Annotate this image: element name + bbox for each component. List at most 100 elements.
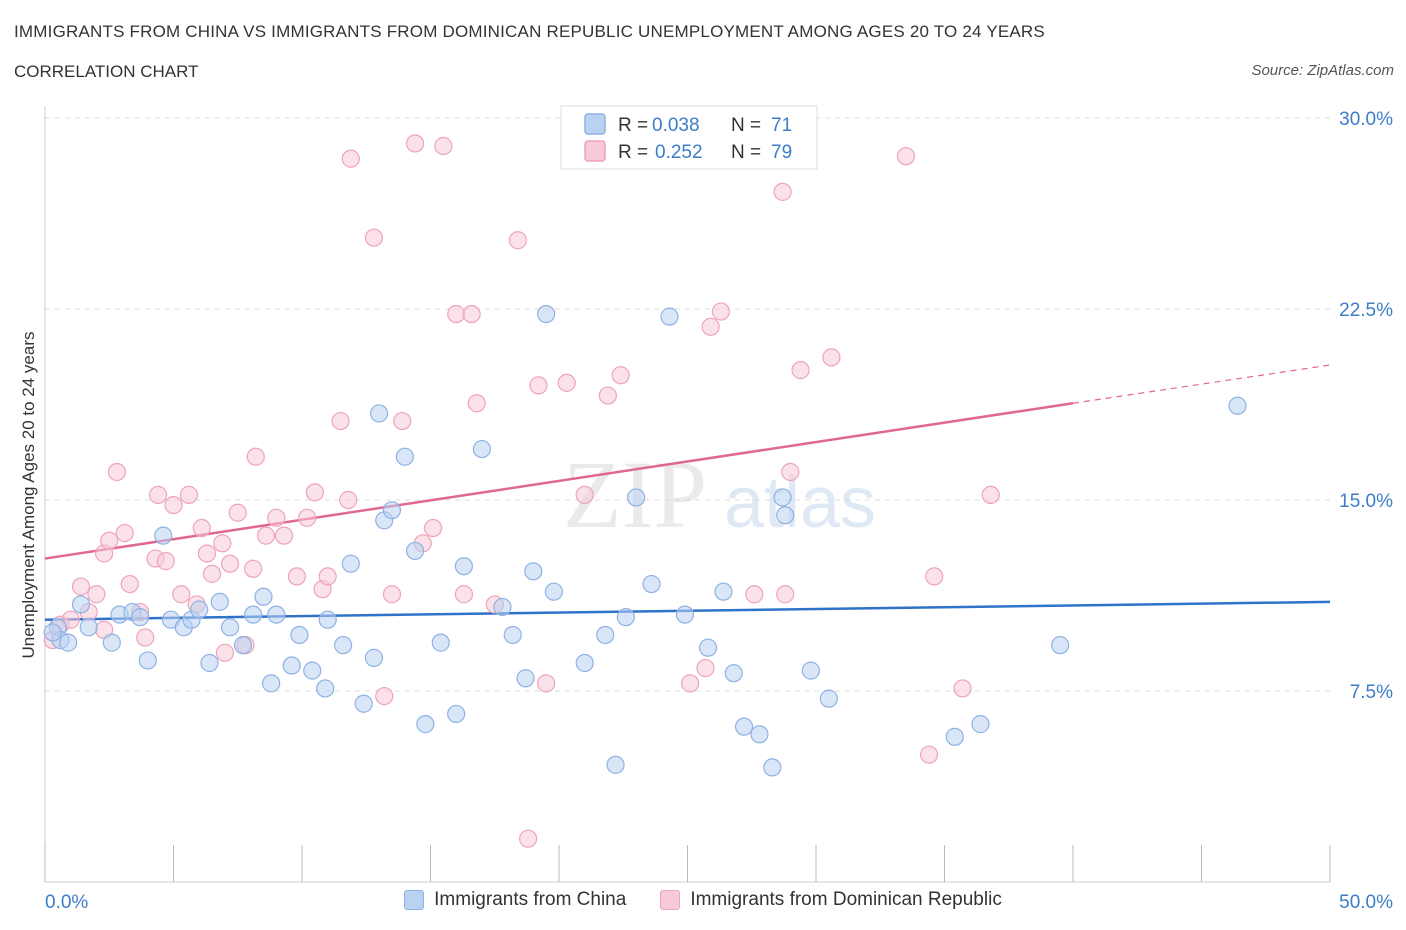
legend-china-r-label: R = (618, 115, 648, 136)
dr-point-56 (537, 674, 556, 693)
china-point-48 (575, 653, 594, 673)
legend-china-n-value: 71 (771, 115, 792, 136)
china-point-51 (616, 608, 635, 627)
x-tick-label-1: 50.0% (1339, 892, 1393, 913)
chart-title: IMMIGRANTS FROM CHINA VS IMMIGRANTS FROM… (14, 22, 1045, 41)
watermark: ZIP atlas (563, 441, 876, 548)
bottom-legend-label-china: Immigrants from China (434, 889, 627, 910)
dr-point-25 (228, 503, 247, 522)
china-point-44 (516, 669, 535, 688)
watermark-atlas: atlas (724, 463, 876, 543)
legend-dr-n-label: N = (731, 142, 761, 163)
dr-point-65 (711, 302, 731, 321)
dr-point-36 (318, 567, 337, 586)
dr-point-48 (447, 304, 466, 324)
china-point-46 (537, 304, 556, 324)
china-point-69 (1228, 396, 1247, 415)
bottom-legend-china: Immigrants from China (404, 889, 626, 911)
china-point-16 (210, 592, 229, 611)
dr-point-42 (382, 585, 402, 604)
dr-point-21 (197, 544, 217, 563)
dr-point-5 (87, 585, 106, 604)
dr-points (43, 134, 1000, 848)
china-point-9 (138, 651, 157, 670)
china-point-36 (405, 541, 425, 561)
dr-point-30 (267, 508, 286, 527)
dr-point-38 (339, 490, 358, 510)
china-point-32 (370, 404, 389, 423)
china-point-56 (698, 638, 718, 657)
china-point-38 (431, 633, 450, 652)
china-point-47 (544, 582, 563, 601)
dr-point-28 (246, 447, 265, 466)
dr-point-53 (508, 231, 527, 250)
china-point-63 (776, 506, 795, 525)
china-point-59 (734, 717, 754, 736)
china-point-21 (262, 674, 281, 693)
chart-subtitle: CORRELATION CHART (14, 62, 199, 81)
dr-point-23 (213, 534, 232, 553)
china-point-70 (43, 623, 62, 642)
dr-point-33 (298, 508, 317, 527)
dr-point-46 (423, 518, 443, 538)
bottom-legend-swatch-dr (660, 890, 681, 910)
china-point-34 (382, 501, 402, 520)
china-point-42 (493, 597, 512, 617)
dr-point-24 (220, 554, 240, 573)
dr-point-75 (953, 679, 972, 698)
dr-point-55 (529, 376, 548, 395)
china-point-28 (334, 636, 353, 655)
china-point-10 (154, 526, 173, 545)
dr-point-72 (896, 147, 916, 166)
china-point-14 (190, 600, 209, 619)
bottom-legend: Immigrants from China Immigrants from Do… (0, 889, 1406, 911)
china-point-64 (801, 661, 820, 680)
dr-point-71 (822, 348, 841, 367)
y-axis-label: Unemployment Among Ages 20 to 24 years (19, 332, 38, 659)
dr-point-64 (701, 317, 720, 336)
dr-point-66 (745, 585, 764, 604)
dr-point-54 (519, 829, 538, 848)
dr-trend-line (44, 401, 1074, 560)
china-point-50 (606, 755, 625, 774)
china-point-19 (244, 605, 263, 624)
x-tick-label-0: 0.0% (45, 892, 88, 913)
china-point-4 (79, 618, 98, 637)
china-point-8 (130, 608, 150, 627)
dr-point-37 (331, 411, 350, 431)
china-point-17 (220, 618, 240, 637)
china-point-5 (102, 633, 121, 652)
china-point-15 (200, 653, 219, 673)
dr-point-10 (120, 574, 139, 594)
dr-point-20 (192, 518, 211, 538)
china-point-37 (416, 715, 435, 734)
china-point-23 (282, 656, 301, 675)
china-point-57 (714, 582, 733, 601)
china-point-18 (233, 636, 252, 655)
dr-point-18 (179, 485, 199, 505)
china-point-25 (303, 661, 322, 680)
china-point-61 (763, 758, 782, 777)
dr-point-78 (215, 643, 234, 662)
china-point-22 (267, 605, 286, 624)
dr-point-58 (575, 485, 594, 505)
dr-point-16 (164, 495, 183, 515)
y-tick-label-0: 7.5% (1350, 682, 1393, 703)
dr-point-22 (202, 564, 222, 583)
legend-swatch-dr (584, 140, 606, 162)
y-tick-label-1: 15.0% (1339, 491, 1393, 512)
dr-point-60 (611, 366, 630, 385)
china-point-49 (596, 625, 615, 645)
legend-dr-r-label: R = (618, 142, 648, 163)
dr-point-43 (393, 411, 412, 431)
bottom-legend-swatch-china (404, 890, 425, 910)
bottom-legend-dr: Immigrants from Dominican Republic (660, 889, 1002, 911)
dr-point-59 (598, 386, 617, 405)
dr-point-39 (341, 149, 360, 168)
bottom-legend-label-dr: Immigrants from Dominican Republic (690, 889, 1002, 910)
china-point-2 (59, 633, 78, 652)
dr-point-47 (434, 136, 453, 156)
china-point-3 (71, 595, 91, 614)
dr-point-70 (791, 361, 810, 380)
